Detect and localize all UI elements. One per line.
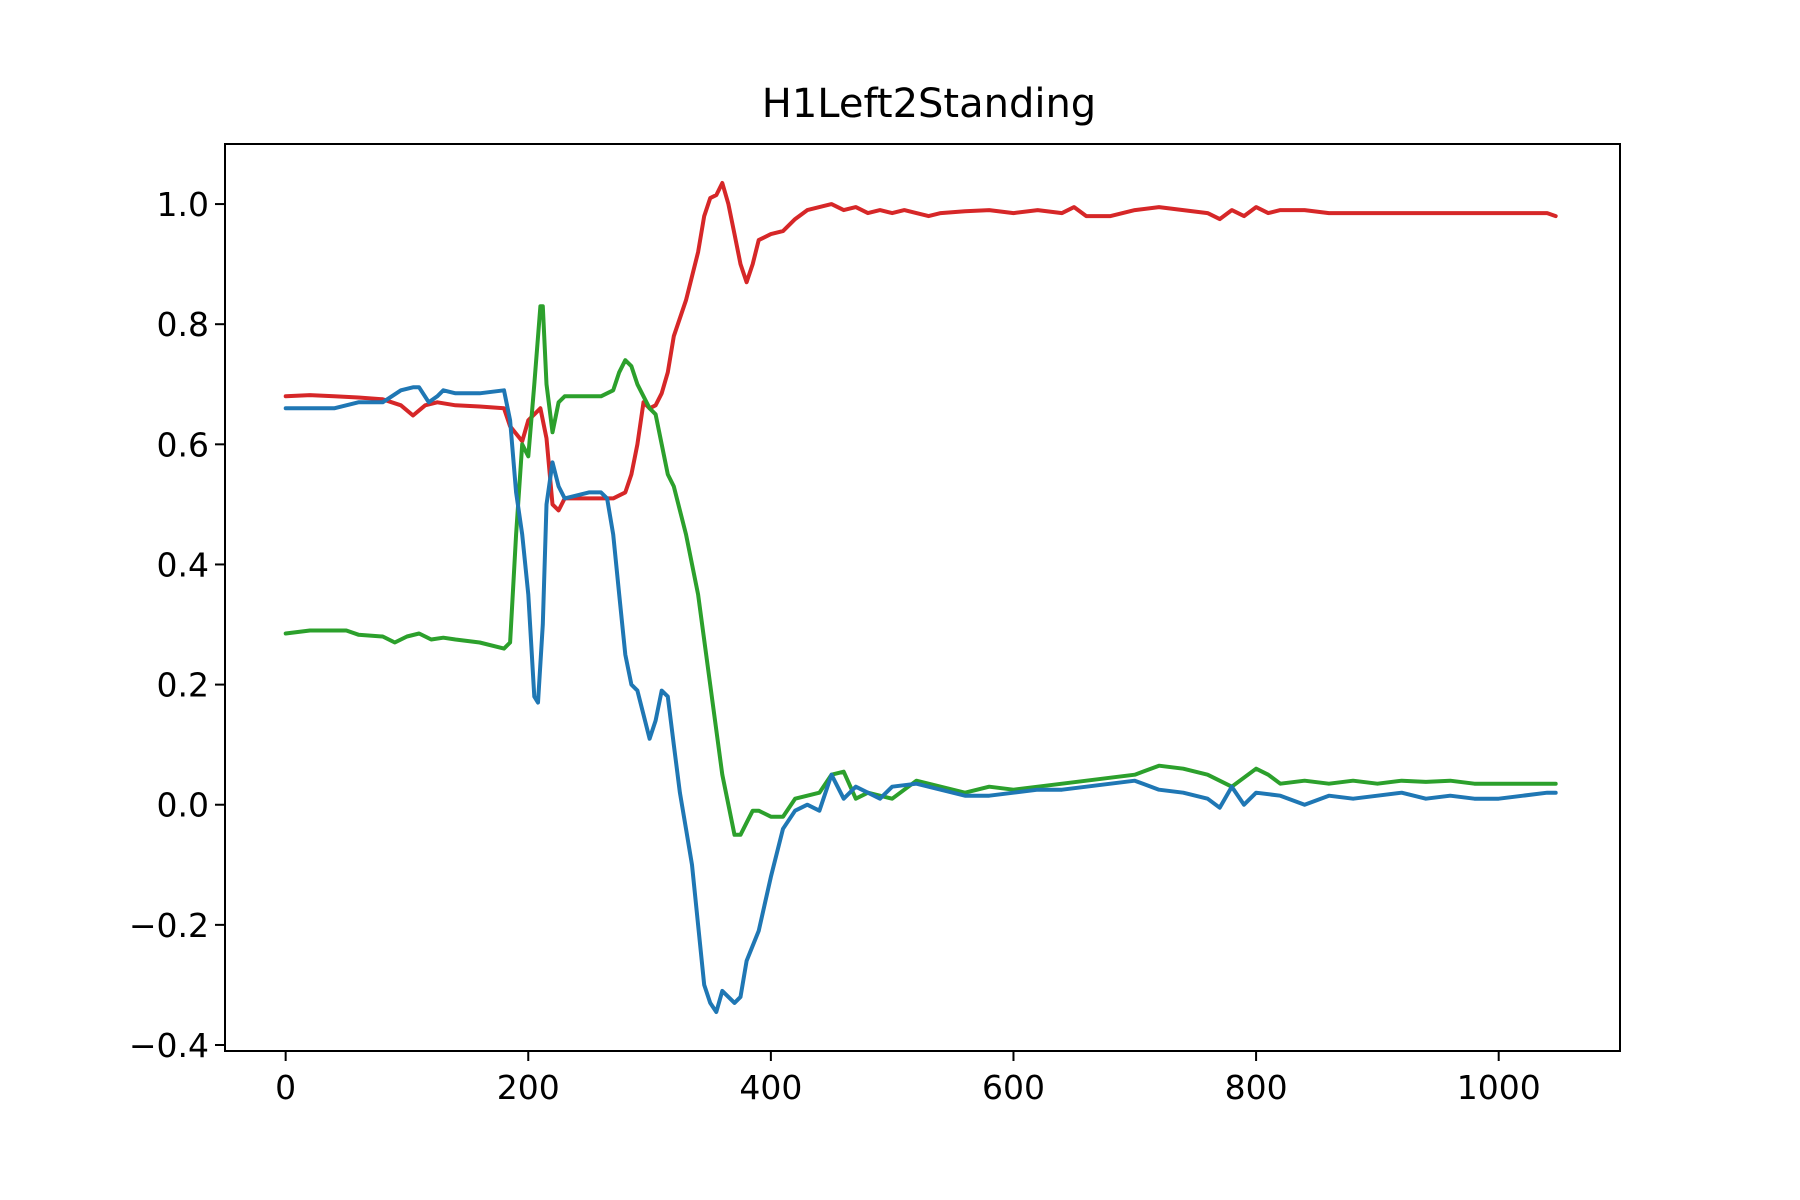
y-tick-label: 0.6: [157, 425, 209, 464]
series-line-3: [283, 385, 1558, 1014]
plot-area: [224, 143, 1621, 1052]
series-line-1: [283, 181, 1558, 513]
y-tick-label: 0.0: [157, 786, 209, 825]
x-tick-label: 1000: [1457, 1068, 1541, 1107]
x-tick-label: 0: [275, 1068, 296, 1107]
y-tick-label: 0.8: [157, 305, 209, 344]
y-tick-label: −0.4: [129, 1026, 209, 1065]
y-tick-label: 0.4: [157, 545, 209, 584]
series-layer: [283, 181, 1558, 1014]
series-line-2: [283, 304, 1558, 837]
y-tick-label: 1.0: [157, 185, 209, 224]
y-axis: −0.4 −0.2 0.0 0.2 0.4 0.6 0.8 1.0: [129, 185, 225, 1065]
chart-title: H1Left2Standing: [762, 81, 1096, 127]
x-axis: 0 200 400 600 800 1000: [275, 1051, 1541, 1107]
y-tick-label: −0.2: [129, 906, 209, 945]
y-tick-label: 0.2: [157, 666, 209, 705]
x-tick-label: 200: [497, 1068, 560, 1107]
x-tick-label: 600: [982, 1068, 1045, 1107]
x-tick-label: 400: [739, 1068, 802, 1107]
x-tick-label: 800: [1225, 1068, 1288, 1107]
